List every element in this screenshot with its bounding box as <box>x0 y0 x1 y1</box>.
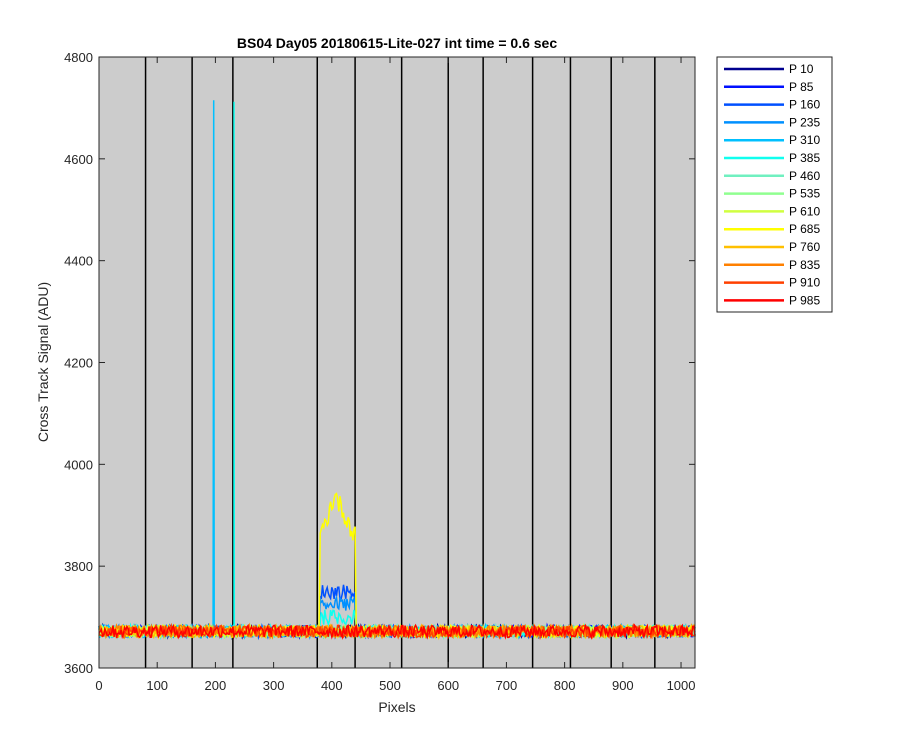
y-tick-label: 4600 <box>64 152 93 167</box>
legend-label: P 535 <box>789 187 820 201</box>
y-tick-label: 3600 <box>64 661 93 676</box>
x-tick-label: 500 <box>379 678 401 693</box>
y-tick-label: 4200 <box>64 356 93 371</box>
x-tick-label: 400 <box>321 678 343 693</box>
y-tick-label: 4800 <box>64 50 93 65</box>
plot-area <box>99 57 695 668</box>
x-tick-label: 200 <box>205 678 227 693</box>
legend-label: P 610 <box>789 204 820 218</box>
x-tick-label: 0 <box>95 678 102 693</box>
legend-label: P 835 <box>789 258 820 272</box>
x-tick-label: 900 <box>612 678 634 693</box>
x-tick-label: 800 <box>554 678 576 693</box>
y-tick-label: 4400 <box>64 254 93 269</box>
legend: P 10 P 85 P 160 P 235 P 310 P 385 P 460 P 535 P … <box>716 56 833 313</box>
legend-label: P 760 <box>789 240 820 254</box>
y-tick-label: 3800 <box>64 559 93 574</box>
y-axis-label: Cross Track Signal (ADU) <box>35 282 51 442</box>
vertical-lines <box>144 57 656 668</box>
legend-label: P 385 <box>789 151 820 165</box>
x-tick-label: 700 <box>496 678 518 693</box>
x-tick-label: 1000 <box>667 678 696 693</box>
chart-title: BS04 Day05 20180615-Lite-027 int time = … <box>237 35 557 51</box>
legend-label: P 10 <box>789 62 814 76</box>
y-axis: 3600 3800 4000 4200 4400 4600 4800 <box>64 50 695 676</box>
x-axis: 0 100 200 300 400 500 600 700 800 900 1000 <box>95 57 695 693</box>
legend-label: P 160 <box>789 98 820 112</box>
legend-label: P 910 <box>789 276 820 290</box>
x-tick-label: 100 <box>146 678 168 693</box>
series-line <box>98 623 696 641</box>
legend-label: P 460 <box>789 169 820 183</box>
y-tick-label: 4000 <box>64 457 93 472</box>
series-lines <box>98 100 696 641</box>
x-tick-label: 300 <box>263 678 285 693</box>
legend-label: P 310 <box>789 133 820 147</box>
legend-label: P 985 <box>789 293 820 307</box>
legend-label: P 235 <box>789 115 820 129</box>
x-axis-label: Pixels <box>378 699 415 715</box>
legend-box <box>716 56 833 313</box>
x-tick-label: 600 <box>437 678 459 693</box>
legend-label: P 685 <box>789 222 820 236</box>
legend-label: P 85 <box>789 80 814 94</box>
